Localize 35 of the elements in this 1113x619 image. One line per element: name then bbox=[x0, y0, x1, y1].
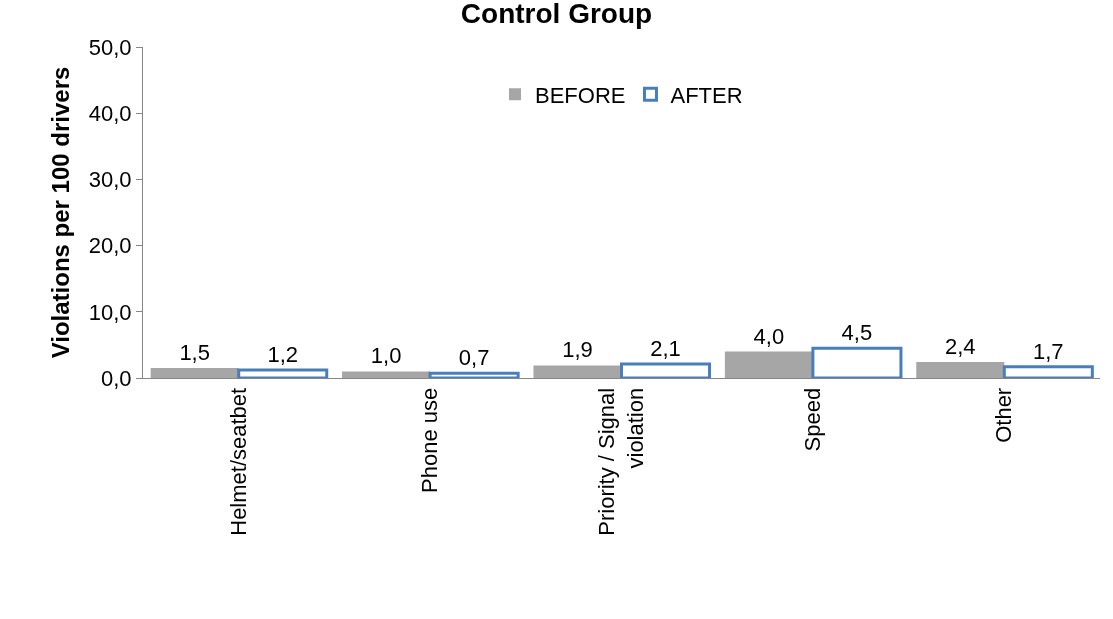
y-axis-title: Violations per 100 drivers bbox=[46, 66, 74, 359]
bar bbox=[342, 371, 431, 378]
data-label: 1,9 bbox=[562, 337, 593, 363]
data-label: 1,5 bbox=[179, 340, 210, 366]
y-tick-label: 50,0 bbox=[88, 34, 132, 60]
x-tick-label: Priority / Signal violation bbox=[594, 387, 648, 536]
chart-title: Control Group bbox=[460, 0, 653, 29]
bar bbox=[916, 362, 1005, 378]
x-tick-label: Phone use bbox=[417, 387, 443, 493]
bar bbox=[724, 351, 813, 378]
data-label: 0,7 bbox=[458, 345, 490, 371]
data-label: 1,2 bbox=[267, 342, 299, 368]
data-label: 2,1 bbox=[650, 336, 681, 362]
y-tick-label: 20,0 bbox=[88, 233, 132, 259]
data-label: 1,7 bbox=[1033, 338, 1064, 364]
bar bbox=[620, 362, 712, 378]
y-tick-label: 10,0 bbox=[88, 299, 132, 325]
data-label: 4,0 bbox=[753, 323, 785, 349]
x-tick-label: Other bbox=[991, 387, 1017, 443]
bar bbox=[533, 365, 622, 378]
bar bbox=[150, 368, 239, 378]
bar bbox=[237, 368, 329, 378]
bar bbox=[428, 371, 520, 378]
x-tick-label: Speed bbox=[800, 387, 826, 452]
y-tick-label: 30,0 bbox=[88, 167, 132, 193]
data-label: 1,0 bbox=[370, 343, 402, 369]
legend-label: BEFORE bbox=[535, 82, 626, 108]
x-tick-label: Helmet/seatbet bbox=[225, 387, 251, 536]
bar bbox=[1002, 365, 1094, 378]
y-tick-label: 0,0 bbox=[101, 365, 132, 391]
data-label: 2,4 bbox=[944, 334, 976, 360]
legend-label: AFTER bbox=[670, 82, 743, 108]
data-label: 4,5 bbox=[841, 320, 873, 346]
y-tick-label: 40,0 bbox=[88, 100, 132, 126]
bar bbox=[811, 346, 903, 378]
